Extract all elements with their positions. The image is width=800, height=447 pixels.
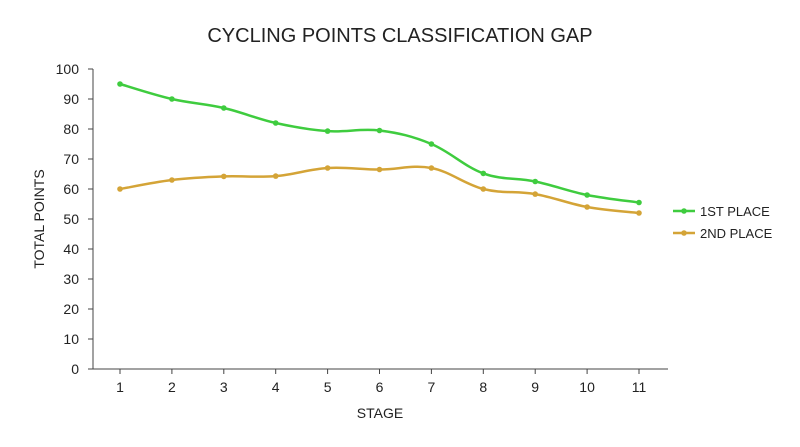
data-point (532, 178, 538, 185)
data-point (480, 186, 487, 192)
legend-label: 1ST PLACE (700, 204, 770, 219)
y-tick-label: 30 (63, 271, 79, 287)
legend-marker (681, 208, 687, 214)
y-axis-ticks: 0 10 20 30 40 50 60 70 80 90 100 (56, 61, 93, 377)
x-tick-label: 5 (324, 379, 332, 395)
legend-label: 2ND PLACE (700, 226, 773, 241)
x-axis-ticks: 1 2 3 4 5 6 7 8 9 10 11 (116, 369, 646, 395)
x-tick-label: 1 (116, 379, 124, 395)
x-tick-label: 10 (579, 379, 595, 395)
x-tick-label: 7 (428, 379, 436, 395)
x-tick-label: 4 (272, 379, 280, 395)
legend-item: 2ND PLACE (673, 226, 773, 241)
x-tick-label: 9 (531, 379, 539, 395)
y-tick-label: 60 (63, 181, 79, 197)
y-tick-label: 0 (71, 361, 79, 377)
data-point (532, 191, 538, 197)
y-tick-label: 50 (63, 211, 79, 227)
data-point (169, 177, 175, 183)
series-layer (117, 81, 642, 216)
series-line (118, 82, 641, 204)
data-point (376, 166, 383, 173)
data-point (169, 96, 175, 102)
series-line (118, 165, 641, 215)
data-point (324, 128, 331, 134)
series-2 (117, 165, 642, 216)
x-tick-label: 11 (632, 379, 647, 395)
data-point (584, 192, 590, 198)
data-point (117, 81, 123, 87)
data-point (636, 199, 642, 206)
data-point (584, 204, 590, 210)
data-point (376, 127, 383, 134)
y-tick-label: 90 (63, 91, 79, 107)
x-tick-label: 8 (479, 379, 487, 395)
y-tick-label: 10 (63, 331, 79, 347)
data-point (221, 105, 227, 111)
data-point (324, 165, 331, 171)
legend-item: 1ST PLACE (673, 204, 770, 219)
y-tick-label: 80 (63, 121, 79, 137)
data-point (221, 173, 227, 180)
data-point (480, 170, 487, 177)
chart-title: CYCLING POINTS CLASSIFICATION GAP (207, 25, 592, 47)
y-tick-label: 70 (63, 151, 79, 167)
data-point (428, 141, 435, 147)
series-1 (117, 81, 642, 206)
data-point (428, 165, 435, 171)
x-tick-label: 6 (376, 379, 384, 395)
y-tick-label: 20 (63, 301, 79, 317)
data-point (272, 173, 279, 179)
x-tick-label: 3 (220, 379, 228, 395)
data-point (636, 210, 642, 216)
legend: 1ST PLACE 2ND PLACE (673, 204, 773, 241)
y-tick-label: 100 (56, 61, 80, 77)
x-tick-label: 2 (168, 379, 176, 395)
data-point (272, 120, 279, 126)
x-axis-label: STAGE (357, 405, 403, 421)
y-tick-label: 40 (63, 241, 79, 257)
data-point (117, 186, 123, 192)
y-axis-label: TOTAL POINTS (31, 169, 47, 268)
legend-marker (681, 230, 687, 236)
